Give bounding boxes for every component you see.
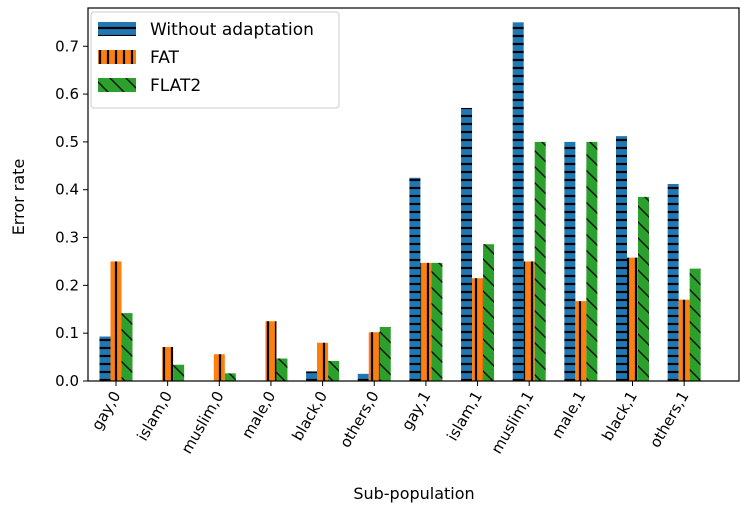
bar-without-adaptation-others-0 <box>357 373 369 381</box>
bar-fat-gay-1 <box>420 262 432 381</box>
legend-label: FLAT2 <box>150 76 201 96</box>
bar-fat-male-1 <box>575 301 587 381</box>
y-tick-label: 0.2 <box>55 276 79 294</box>
bar-flat2-others-1 <box>689 268 701 381</box>
bar-flat2-gay-1 <box>431 262 443 381</box>
bar-flat2-others-0 <box>379 326 391 381</box>
bar-without-adaptation-muslim-1 <box>512 22 524 381</box>
bar-without-adaptation-gay-0 <box>99 336 111 381</box>
bar-flat2-islam-1 <box>483 244 495 381</box>
y-tick-label: 0.5 <box>55 133 79 151</box>
bar-fat-muslim-0 <box>213 354 225 381</box>
bar-flat2-gay-0 <box>121 313 133 381</box>
x-axis-label: Sub-population <box>353 484 474 503</box>
x-tick-label: gay,0 <box>88 388 125 433</box>
bar-without-adaptation-male-1 <box>564 141 576 381</box>
y-tick-label: 0.3 <box>55 229 79 247</box>
y-tick-label: 0.1 <box>55 324 79 342</box>
bar-flat2-muslim-1 <box>534 141 546 381</box>
x-tick-label: gay,1 <box>398 388 435 433</box>
bar-flat2-black-1 <box>638 196 649 381</box>
y-tick-label: 0.0 <box>55 372 79 390</box>
legend-swatch <box>98 50 136 64</box>
y-tick-label: 0.6 <box>55 85 79 103</box>
legend-swatch <box>98 22 136 36</box>
bars-layer <box>99 22 701 381</box>
x-tick-label: others,0 <box>336 388 383 451</box>
bar-fat-others-1 <box>678 299 690 381</box>
bar-fat-islam-1 <box>472 278 484 381</box>
bar-without-adaptation-islam-1 <box>461 107 473 381</box>
bar-fat-gay-0 <box>110 261 122 381</box>
bar-flat2-male-0 <box>276 358 288 381</box>
legend-box <box>90 11 340 109</box>
bar-without-adaptation-black-1 <box>616 136 627 381</box>
y-axis-label: Error rate <box>9 159 28 236</box>
bar-fat-male-0 <box>265 321 277 381</box>
bar-without-adaptation-gay-1 <box>409 177 421 381</box>
legend: Without adaptation FAT FLAT2 <box>90 11 340 109</box>
bar-fat-others-0 <box>368 332 380 381</box>
x-tick-label: male,0 <box>238 388 279 442</box>
bar-fat-muslim-1 <box>523 261 535 381</box>
x-tick-label: others,1 <box>646 388 693 451</box>
plot-frame <box>87 7 740 382</box>
legend-label: FAT <box>150 48 180 68</box>
legend-swatch <box>98 78 136 92</box>
x-tick-label: black,0 <box>288 388 331 444</box>
bar-without-adaptation-black-0 <box>306 371 318 381</box>
bar-flat2-male-1 <box>586 141 598 381</box>
legend-label: Without adaptation <box>150 20 314 40</box>
x-tick-label: muslim,0 <box>178 388 228 457</box>
bar-fat-black-1 <box>627 257 638 381</box>
bar-fat-black-0 <box>317 342 329 381</box>
bar-flat2-islam-0 <box>173 364 185 381</box>
x-tick-label: islam,1 <box>443 388 486 444</box>
x-tick-label: islam,0 <box>133 388 176 444</box>
x-tick-label: black,1 <box>598 388 641 444</box>
bar-flat2-muslim-0 <box>224 373 236 381</box>
bar-without-adaptation-others-1 <box>667 183 679 381</box>
bar-fat-islam-0 <box>162 347 174 381</box>
x-tick-label: male,1 <box>548 388 589 442</box>
bar-flat2-black-0 <box>328 360 340 381</box>
y-tick-label: 0.4 <box>55 181 79 199</box>
y-tick-label: 0.7 <box>55 37 79 55</box>
x-tick-label: muslim,1 <box>487 388 537 457</box>
